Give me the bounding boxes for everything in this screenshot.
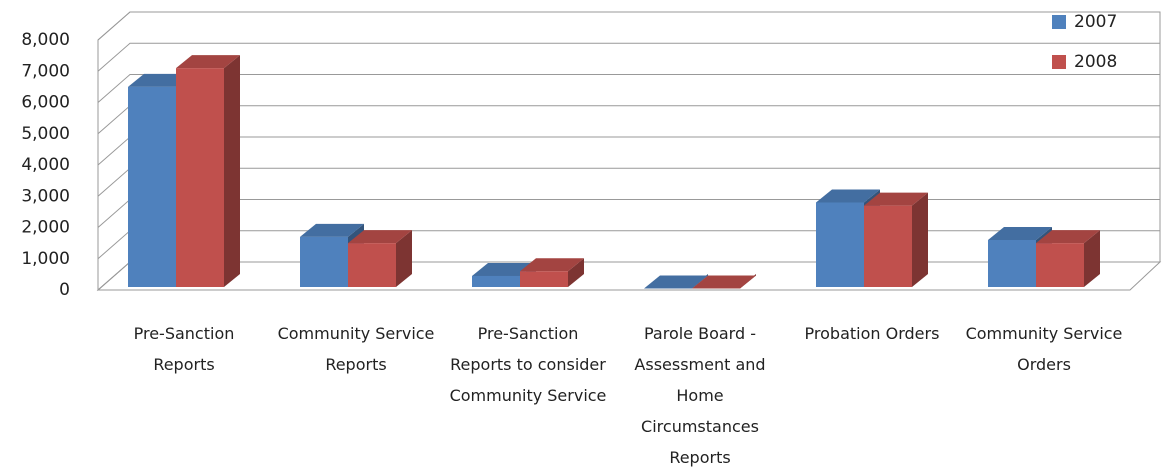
- bar-top: [644, 275, 708, 289]
- bar-top: [1036, 230, 1100, 244]
- y-tick-label: 5,000: [21, 124, 70, 144]
- bar: [348, 230, 412, 287]
- bar-top: [348, 230, 412, 244]
- bar-top: [864, 192, 928, 206]
- bar-side: [568, 258, 584, 287]
- x-tick-label: Community Service Orders: [965, 324, 1123, 374]
- bar: [692, 274, 756, 289]
- grid-line: [97, 136, 1160, 166]
- bar-top: [692, 275, 756, 289]
- grid-line: [97, 74, 1160, 103]
- x-tick-label: Pre-Sanction Reports to consider Communi…: [449, 324, 607, 405]
- grid-line: [97, 42, 1160, 72]
- bar-front: [864, 205, 912, 287]
- bar-side: [224, 55, 240, 287]
- bar: [520, 258, 584, 287]
- bar-front: [988, 240, 1036, 287]
- bar-top: [520, 258, 584, 272]
- x-tick-label: Pre-Sanction Reports: [133, 324, 235, 374]
- bar-top: [176, 55, 240, 69]
- legend-label: 2008: [1074, 52, 1117, 72]
- bar-side: [396, 230, 412, 287]
- grid-line: [97, 11, 1160, 41]
- bar-front: [176, 68, 224, 287]
- legend-swatch: [1052, 55, 1066, 69]
- y-tick-label: 6,000: [21, 93, 70, 113]
- bar-top: [816, 189, 880, 203]
- bar-side: [1084, 230, 1100, 287]
- y-tick-label: 7,000: [21, 61, 70, 81]
- bar-front: [472, 275, 520, 287]
- grid-line: [97, 167, 1160, 197]
- bar: [1036, 230, 1100, 287]
- bar: [644, 274, 708, 289]
- grid-line: [97, 105, 1160, 135]
- bar-front: [348, 243, 396, 287]
- x-tick-label: Probation Orders: [804, 324, 940, 343]
- bar-side: [912, 192, 928, 287]
- grid-line: [97, 199, 1160, 228]
- bar: [864, 192, 928, 287]
- bar-front: [128, 86, 176, 287]
- bar-front: [520, 271, 568, 287]
- bar-top: [300, 223, 364, 237]
- bar-front: [816, 202, 864, 287]
- legend-label: 2007: [1074, 12, 1117, 32]
- y-tick-label: 1,000: [21, 249, 70, 269]
- bar: [176, 55, 240, 287]
- y-tick-label: 8,000: [21, 30, 70, 50]
- bar-front: [1036, 243, 1084, 287]
- legend-swatch: [1052, 15, 1066, 29]
- bar-front: [300, 236, 348, 287]
- x-tick-label: Community Service Reports: [277, 324, 435, 374]
- y-tick-label: 0: [59, 280, 70, 300]
- x-tick-label: Parole Board - Assessment and Home Circu…: [634, 324, 766, 467]
- bar-top: [988, 227, 1052, 240]
- y-tick-label: 4,000: [21, 155, 70, 175]
- y-tick-label: 3,000: [21, 186, 70, 206]
- y-tick-label: 2,000: [21, 218, 70, 238]
